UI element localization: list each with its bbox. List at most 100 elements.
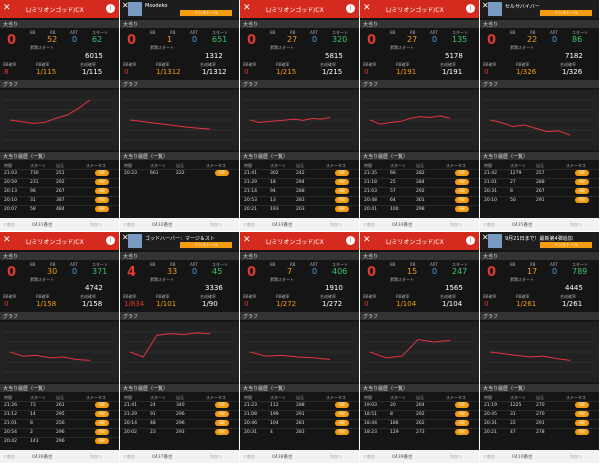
status-badge[interactable]: RB <box>455 402 469 408</box>
status-badge[interactable]: RB <box>455 197 469 203</box>
prev-button[interactable]: ＜前台 <box>123 454 135 459</box>
info-button[interactable]: i <box>466 4 475 13</box>
footer <box>0 450 119 463</box>
status-badge[interactable]: RB <box>215 429 229 435</box>
section-label: 大当り履歴（一覧） <box>363 154 409 160</box>
status-badge[interactable]: RB <box>575 402 589 408</box>
status-badge[interactable]: RB <box>575 179 589 185</box>
next-button[interactable]: 次台＞ <box>330 454 342 459</box>
history-cell: 14 <box>30 412 36 417</box>
status-badge[interactable]: RB <box>335 188 349 194</box>
prob-label: BB確率 <box>123 294 137 299</box>
status-badge[interactable]: RB <box>335 197 349 203</box>
status-badge[interactable]: RB <box>215 170 229 176</box>
history-cell: 288 <box>536 180 545 185</box>
status-badge[interactable]: RB <box>95 420 109 426</box>
close-button[interactable]: ✕ <box>482 233 489 242</box>
prev-button[interactable]: ＜前台 <box>483 454 495 459</box>
next-button[interactable]: 次台＞ <box>570 222 582 227</box>
ad-button[interactable]: インストール <box>540 10 592 16</box>
status-badge[interactable]: RB <box>95 170 109 176</box>
status-badge[interactable]: RB <box>335 170 349 176</box>
status-badge[interactable]: RB <box>335 411 349 417</box>
status-badge[interactable]: RB <box>575 429 589 435</box>
next-button[interactable]: 次台＞ <box>570 454 582 459</box>
close-button[interactable]: ✕ <box>363 235 371 245</box>
close-button[interactable]: ✕ <box>482 1 489 10</box>
status-badge[interactable]: RB <box>95 206 109 212</box>
info-button[interactable]: i <box>346 4 355 13</box>
next-button[interactable]: 次台＞ <box>90 454 102 459</box>
status-badge[interactable]: RB <box>215 411 229 417</box>
status-badge[interactable]: RB <box>455 411 469 417</box>
status-badge[interactable]: RB <box>95 197 109 203</box>
status-badge[interactable]: RB <box>455 170 469 176</box>
status-badge[interactable]: RB <box>455 179 469 185</box>
prev-button[interactable]: ＜前台 <box>363 222 375 227</box>
info-button[interactable]: i <box>106 4 115 13</box>
status-badge[interactable]: RB <box>455 188 469 194</box>
prev-button[interactable]: ＜前台 <box>363 454 375 459</box>
next-button[interactable]: 次台＞ <box>450 222 462 227</box>
prev-button[interactable]: ＜前台 <box>243 222 255 227</box>
next-button[interactable]: 次台＞ <box>210 454 222 459</box>
status-badge[interactable]: RB <box>335 420 349 426</box>
prob-label: RB確率 <box>156 294 170 299</box>
prev-button[interactable]: ＜前台 <box>483 222 495 227</box>
status-badge[interactable]: RB <box>95 411 109 417</box>
next-button[interactable]: 次台＞ <box>90 222 102 227</box>
row-divider <box>480 169 599 170</box>
status-badge[interactable]: RB <box>455 420 469 426</box>
prev-button[interactable]: ＜前台 <box>123 222 135 227</box>
art-count: 0 <box>552 35 558 44</box>
phone-panel: ✕ L/ミリオンゴッド/CX i 大当り 0 BB RB ART スタート 52 0 62 累積スタート… <box>0 0 120 232</box>
status-badge[interactable]: RB <box>575 197 589 203</box>
status-badge[interactable]: RB <box>455 206 469 212</box>
prev-button[interactable]: ＜前台 <box>3 454 15 459</box>
status-badge[interactable]: RB <box>575 170 589 176</box>
info-button[interactable]: i <box>466 236 475 245</box>
prev-button[interactable]: ＜前台 <box>3 222 15 227</box>
status-badge[interactable]: RB <box>335 402 349 408</box>
status-badge[interactable]: RB <box>95 429 109 435</box>
close-button[interactable]: ✕ <box>122 1 129 10</box>
status-badge[interactable]: RB <box>335 179 349 185</box>
total-count: 5178 <box>445 52 463 60</box>
row-divider <box>240 428 359 429</box>
ad-button[interactable]: インストール <box>540 242 592 248</box>
close-button[interactable]: ✕ <box>363 3 371 13</box>
prev-button[interactable]: ＜前台 <box>243 454 255 459</box>
status-badge[interactable]: RB <box>95 179 109 185</box>
close-button[interactable]: ✕ <box>122 233 129 242</box>
status-badge[interactable]: RB <box>455 429 469 435</box>
prob-label: RB確率 <box>36 294 50 299</box>
close-button[interactable]: ✕ <box>243 235 251 245</box>
history-cell: 31 <box>510 412 516 417</box>
close-button[interactable]: ✕ <box>3 3 11 13</box>
status-badge[interactable]: RB <box>95 438 109 444</box>
next-button[interactable]: 次台＞ <box>450 454 462 459</box>
stat-label: スタート <box>452 262 468 267</box>
section-bar <box>360 80 479 88</box>
close-button[interactable]: ✕ <box>243 3 251 13</box>
row-divider <box>480 178 599 179</box>
graph <box>480 322 599 382</box>
status-badge[interactable]: RB <box>335 206 349 212</box>
info-button[interactable]: i <box>106 236 115 245</box>
status-badge[interactable]: RB <box>575 411 589 417</box>
status-badge[interactable]: RB <box>95 402 109 408</box>
stat-label: RB <box>410 30 416 35</box>
ad-button[interactable]: インストール <box>180 242 232 248</box>
status-badge[interactable]: RB <box>215 402 229 408</box>
status-badge[interactable]: RB <box>95 188 109 194</box>
ad-button[interactable]: インストール <box>180 10 232 16</box>
next-button[interactable]: 次台＞ <box>330 222 342 227</box>
close-button[interactable]: ✕ <box>3 235 11 245</box>
status-badge[interactable]: RB <box>335 429 349 435</box>
info-button[interactable]: i <box>346 236 355 245</box>
status-badge[interactable]: RB <box>575 420 589 426</box>
phone-panel: 9月21日まで！最新第4弾追加 インストール ✕ 大当り 0 BB RB ART スタート 17 0… <box>480 232 600 464</box>
next-button[interactable]: 次台＞ <box>210 222 222 227</box>
status-badge[interactable]: BB <box>215 420 229 426</box>
status-badge[interactable]: RB <box>575 188 589 194</box>
